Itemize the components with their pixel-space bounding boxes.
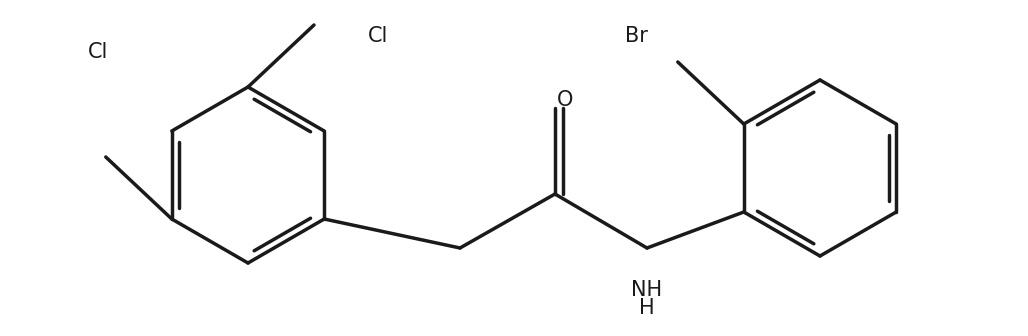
Text: Br: Br — [625, 26, 648, 46]
Text: Cl: Cl — [368, 26, 389, 46]
Text: NH: NH — [631, 280, 663, 300]
Text: Cl: Cl — [87, 42, 108, 62]
Text: O: O — [557, 90, 574, 110]
Text: H: H — [639, 298, 655, 318]
